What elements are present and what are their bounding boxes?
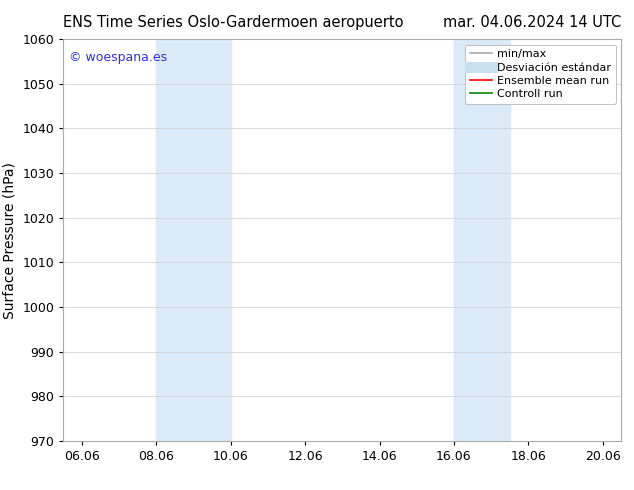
Legend: min/max, Desviación estándar, Ensemble mean run, Controll run: min/max, Desviación estándar, Ensemble m… [465, 45, 616, 104]
Bar [157, 39, 231, 441]
Y-axis label: Surface Pressure (hPa): Surface Pressure (hPa) [3, 162, 17, 318]
Text: mar. 04.06.2024 14 UTC: mar. 04.06.2024 14 UTC [443, 15, 621, 30]
Bar [454, 39, 510, 441]
Text: © woespana.es: © woespana.es [69, 51, 167, 64]
Text: ENS Time Series Oslo-Gardermoen aeropuerto: ENS Time Series Oslo-Gardermoen aeropuer… [63, 15, 404, 30]
